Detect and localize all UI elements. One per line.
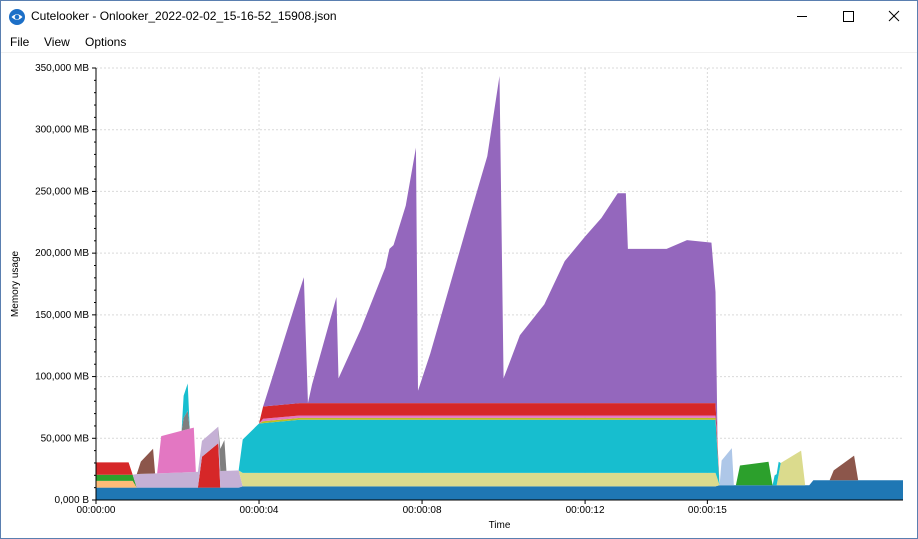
series-area-6 xyxy=(96,419,903,486)
x-axis-title: Time xyxy=(489,520,511,531)
close-button[interactable] xyxy=(871,1,917,31)
y-tick-label: 150,000 MB xyxy=(35,310,89,321)
y-tick-label: 250,000 MB xyxy=(35,186,89,197)
x-tick-label: 00:00:08 xyxy=(403,505,442,516)
memory-usage-chart: 0,000 B 50,000 MB 100,000 MB 150,000 MB 200,… xyxy=(10,63,903,531)
close-icon xyxy=(888,10,900,22)
series-area-5 xyxy=(96,426,903,487)
eye-icon xyxy=(9,9,25,25)
series-area-11 xyxy=(96,76,903,486)
menu-options[interactable]: Options xyxy=(85,35,127,49)
y-tick-label: 50,000 MB xyxy=(41,433,90,444)
y-axis-title: Memory usage xyxy=(10,250,21,317)
y-tick-label: 0,000 B xyxy=(55,495,90,506)
x-tick-label: 00:00:15 xyxy=(688,505,727,516)
y-tick-label: 300,000 MB xyxy=(35,125,89,136)
maximize-button[interactable] xyxy=(825,1,871,31)
minimize-button[interactable] xyxy=(779,1,825,31)
x-tick-label: 00:00:12 xyxy=(566,505,605,516)
x-tick-label: 00:00:00 xyxy=(77,505,116,516)
y-tick-label: 100,000 MB xyxy=(35,372,89,383)
y-tick-label: 350,000 MB xyxy=(35,63,89,74)
series-area-2 xyxy=(96,461,903,488)
minimize-icon xyxy=(797,16,807,17)
menu-file[interactable]: File xyxy=(10,35,30,49)
menu-view[interactable]: View xyxy=(44,35,70,49)
maximize-icon xyxy=(843,11,854,22)
window-title: Cutelooker - Onlooker_2022-02-02_15-16-5… xyxy=(31,9,337,23)
series-area-0 xyxy=(96,480,903,500)
series-area-4 xyxy=(96,426,903,488)
menu-bar: File View Options xyxy=(1,32,917,52)
y-tick-label: 200,000 MB xyxy=(35,248,89,259)
title-bar[interactable]: Cutelooker - Onlooker_2022-02-02_15-16-5… xyxy=(1,1,917,31)
x-tick-label: 00:00:04 xyxy=(240,505,279,516)
